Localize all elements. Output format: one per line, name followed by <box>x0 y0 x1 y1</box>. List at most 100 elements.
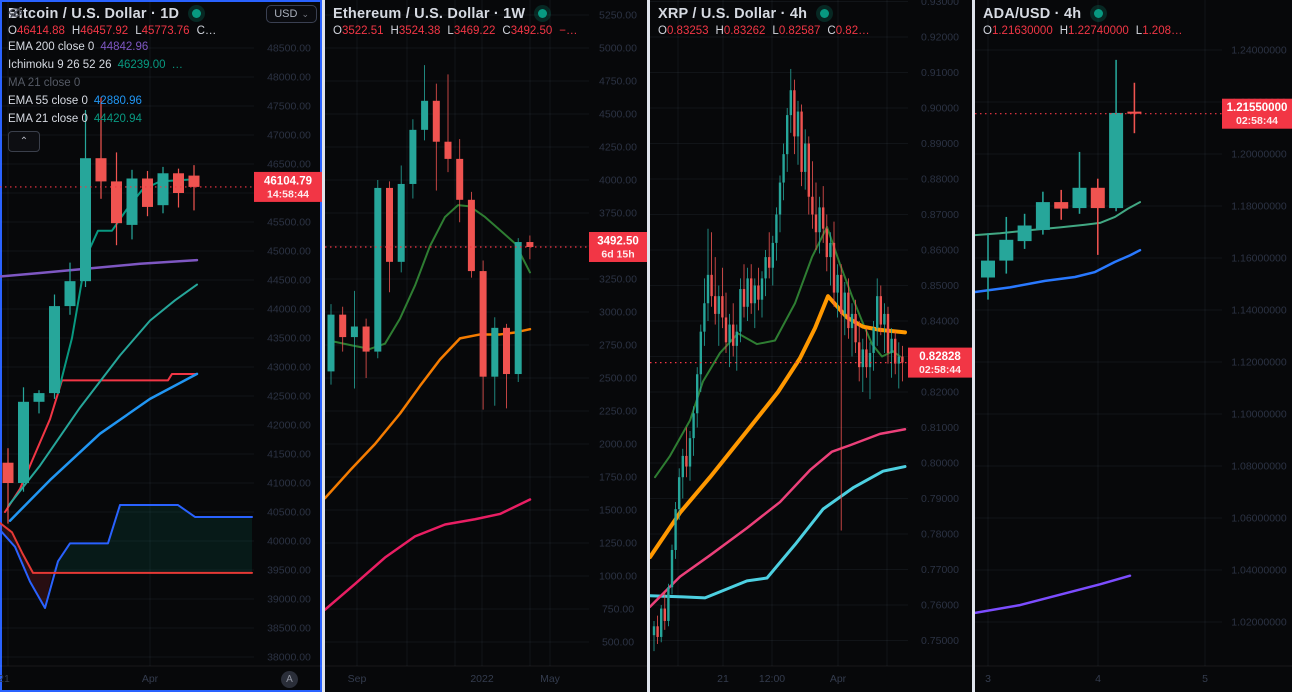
ohlc-value: L1.208… <box>1135 25 1183 37</box>
time-axis[interactable]: 3 4 5 <box>985 673 1208 685</box>
pane-separator-3[interactable] <box>972 0 975 692</box>
price-axis[interactable]: 5250.00 5000.00 4750.00 4500.00 4250.00 4000.… <box>599 10 637 649</box>
ohlc-value: C3492.50 <box>502 25 553 37</box>
ohlc-value: L0.82587 <box>772 25 821 37</box>
market-status-icon <box>534 5 552 22</box>
indicator-row[interactable]: Ichimoku 9 26 52 26 46239.00… <box>8 59 216 71</box>
ohlc-value: L3469.22 <box>447 25 496 37</box>
price-tick-label: 1.02000000 <box>1231 617 1287 629</box>
indicator-row[interactable]: EMA 55 close 0 42880.96 <box>8 95 216 107</box>
indicator-row[interactable]: EMA 21 close 0 44420.94 <box>8 113 216 125</box>
pane-btc[interactable]: 48500.00 48000.00 47500.00 47000.00 46500.00… <box>0 0 322 692</box>
time-tick-label: 4 <box>1095 673 1101 685</box>
price-tick-label: 0.89000 <box>921 138 959 150</box>
grid <box>325 0 589 666</box>
time-tick-label: Apr <box>142 673 159 685</box>
indicator-line-ma-purple <box>975 574 1132 615</box>
price-tick-label: 43500.00 <box>267 333 311 345</box>
pane-separator-2[interactable] <box>647 0 650 692</box>
market-status-icon <box>1090 5 1108 22</box>
ohlc-value: L45773.76 <box>135 25 190 37</box>
indicator-label: Ichimoku 9 26 52 26 <box>8 59 112 71</box>
price-tick-label: 2750.00 <box>599 340 637 352</box>
pane-xrp[interactable]: 0.93000 0.92000 0.91000 0.90000 0.89000 0.880… <box>650 0 972 692</box>
pane-ada[interactable]: 1.240000001.220000001.200000001.18000000… <box>975 0 1292 692</box>
svg-text:46104.79: 46104.79 <box>264 175 312 187</box>
price-axis[interactable]: 48500.00 48000.00 47500.00 47000.00 46500.00… <box>267 43 311 664</box>
price-tick-label: 4250.00 <box>599 142 637 154</box>
auto-scale-button[interactable]: A <box>281 671 298 688</box>
price-tick-label: 48500.00 <box>267 43 311 55</box>
price-tick-label: 39000.00 <box>267 594 311 606</box>
price-tick-label: 42500.00 <box>267 391 311 403</box>
pane-eth[interactable]: 5250.00 5000.00 4750.00 4500.00 4250.00 4000.… <box>325 0 647 692</box>
price-tick-label: 38000.00 <box>267 652 311 664</box>
price-tick-label: 0.84000 <box>921 316 959 328</box>
price-tick-label: 0.92000 <box>921 32 959 44</box>
indicator-line-ema-55 <box>8 372 199 522</box>
symbol-title-row[interactable]: XRP / U.S. Dollar · 4h <box>658 5 870 22</box>
price-tick-label: 0.90000 <box>921 103 959 115</box>
grid <box>650 0 908 666</box>
ohlc-row: O3522.51 H3524.38 L3469.22 C3492.50 −… <box>333 25 578 37</box>
symbol-title-row[interactable]: Ethereum / U.S. Dollar · 1W <box>333 5 578 22</box>
symbol-title: ADA/USD · 4h <box>983 5 1082 22</box>
indicator-line-ma-pink <box>650 428 907 609</box>
ohlc-value: C… <box>196 25 217 37</box>
price-tick-label: 1.24000000 <box>1231 45 1287 57</box>
indicator-label: EMA 200 close 0 <box>8 41 95 53</box>
currency-dropdown[interactable]: USD ⌄ <box>266 5 317 23</box>
price-tick-label: 1.04000000 <box>1231 565 1287 577</box>
time-tick-label: May <box>540 673 561 685</box>
price-tick-label: 1500.00 <box>599 505 637 517</box>
price-tick-label: 500.00 <box>602 637 634 649</box>
candles <box>652 68 904 652</box>
price-tick-label: 2250.00 <box>599 406 637 418</box>
price-tick-label: 4000.00 <box>599 175 637 187</box>
symbol-title: Bitcoin / U.S. Dollar · 1D <box>8 5 180 22</box>
market-status-icon <box>816 5 834 22</box>
price-tick-label: 5000.00 <box>599 43 637 55</box>
indicator-value: 44842.96 <box>100 41 149 53</box>
price-tick-label: 46500.00 <box>267 159 311 171</box>
price-tick-label: 40500.00 <box>267 507 311 519</box>
grid <box>0 0 254 666</box>
price-axis[interactable]: 1.240000001.220000001.200000001.18000000… <box>1231 45 1287 629</box>
indicator-row[interactable]: EMA 200 close 0 44842.96 <box>8 41 216 53</box>
price-tick-label: 1.20000000 <box>1231 149 1287 161</box>
time-tick-label: 21 <box>0 673 10 685</box>
status-dot <box>192 9 202 18</box>
indicator-row[interactable]: MA 21 close 0 <box>8 7 216 89</box>
price-tick-label: 38500.00 <box>267 623 311 635</box>
price-tick-label: 0.75000 <box>921 635 959 647</box>
collapse-indicators-button[interactable]: ⌃ <box>8 131 40 152</box>
time-axis[interactable]: 21 12:00 Apr <box>717 673 847 685</box>
time-axis[interactable]: Sep 2022 May <box>348 673 561 685</box>
indicator-line-ma-green <box>330 204 531 350</box>
indicator-line-ma-pink <box>325 498 532 611</box>
ohlc-row: O46414.88 H46457.92 L45773.76 C… <box>8 25 216 37</box>
symbol-title: Ethereum / U.S. Dollar · 1W <box>333 5 526 22</box>
price-chart-eth: 5250.00 5000.00 4750.00 4500.00 4250.00 4000.… <box>325 0 647 685</box>
price-tick-label: 47000.00 <box>267 130 311 142</box>
price-tick-label: 1.08000000 <box>1231 461 1287 473</box>
price-tick-label: 41000.00 <box>267 478 311 490</box>
price-tick-label: 1.06000000 <box>1231 513 1287 525</box>
price-tick-label: 1.18000000 <box>1231 201 1287 213</box>
price-axis[interactable]: 0.93000 0.92000 0.91000 0.90000 0.89000 0.880… <box>921 0 959 647</box>
indicator-line-ichimoku-tenkan <box>57 178 198 395</box>
chart-header-eth: Ethereum / U.S. Dollar · 1W O3522.51 H3524… <box>333 5 578 41</box>
symbol-title-row[interactable]: Bitcoin / U.S. Dollar · 1D <box>8 5 216 22</box>
chart-header-ada: ADA/USD · 4h O1.21630000 H1.22740000 L1.208… <box>983 5 1182 41</box>
indicator-line-ichimoku-senkou-b <box>0 522 253 574</box>
time-axis[interactable]: 21 Apr <box>0 673 159 685</box>
ohlc-value: O0.83253 <box>658 25 709 37</box>
price-tick-label: 750.00 <box>602 604 634 616</box>
symbol-title-row[interactable]: ADA/USD · 4h <box>983 5 1182 22</box>
time-tick-label: 12:00 <box>759 673 785 685</box>
indicator-value: 42880.96 <box>93 95 142 107</box>
svg-text:02:58:44: 02:58:44 <box>1236 115 1278 127</box>
pane-separator-1[interactable] <box>322 0 325 692</box>
